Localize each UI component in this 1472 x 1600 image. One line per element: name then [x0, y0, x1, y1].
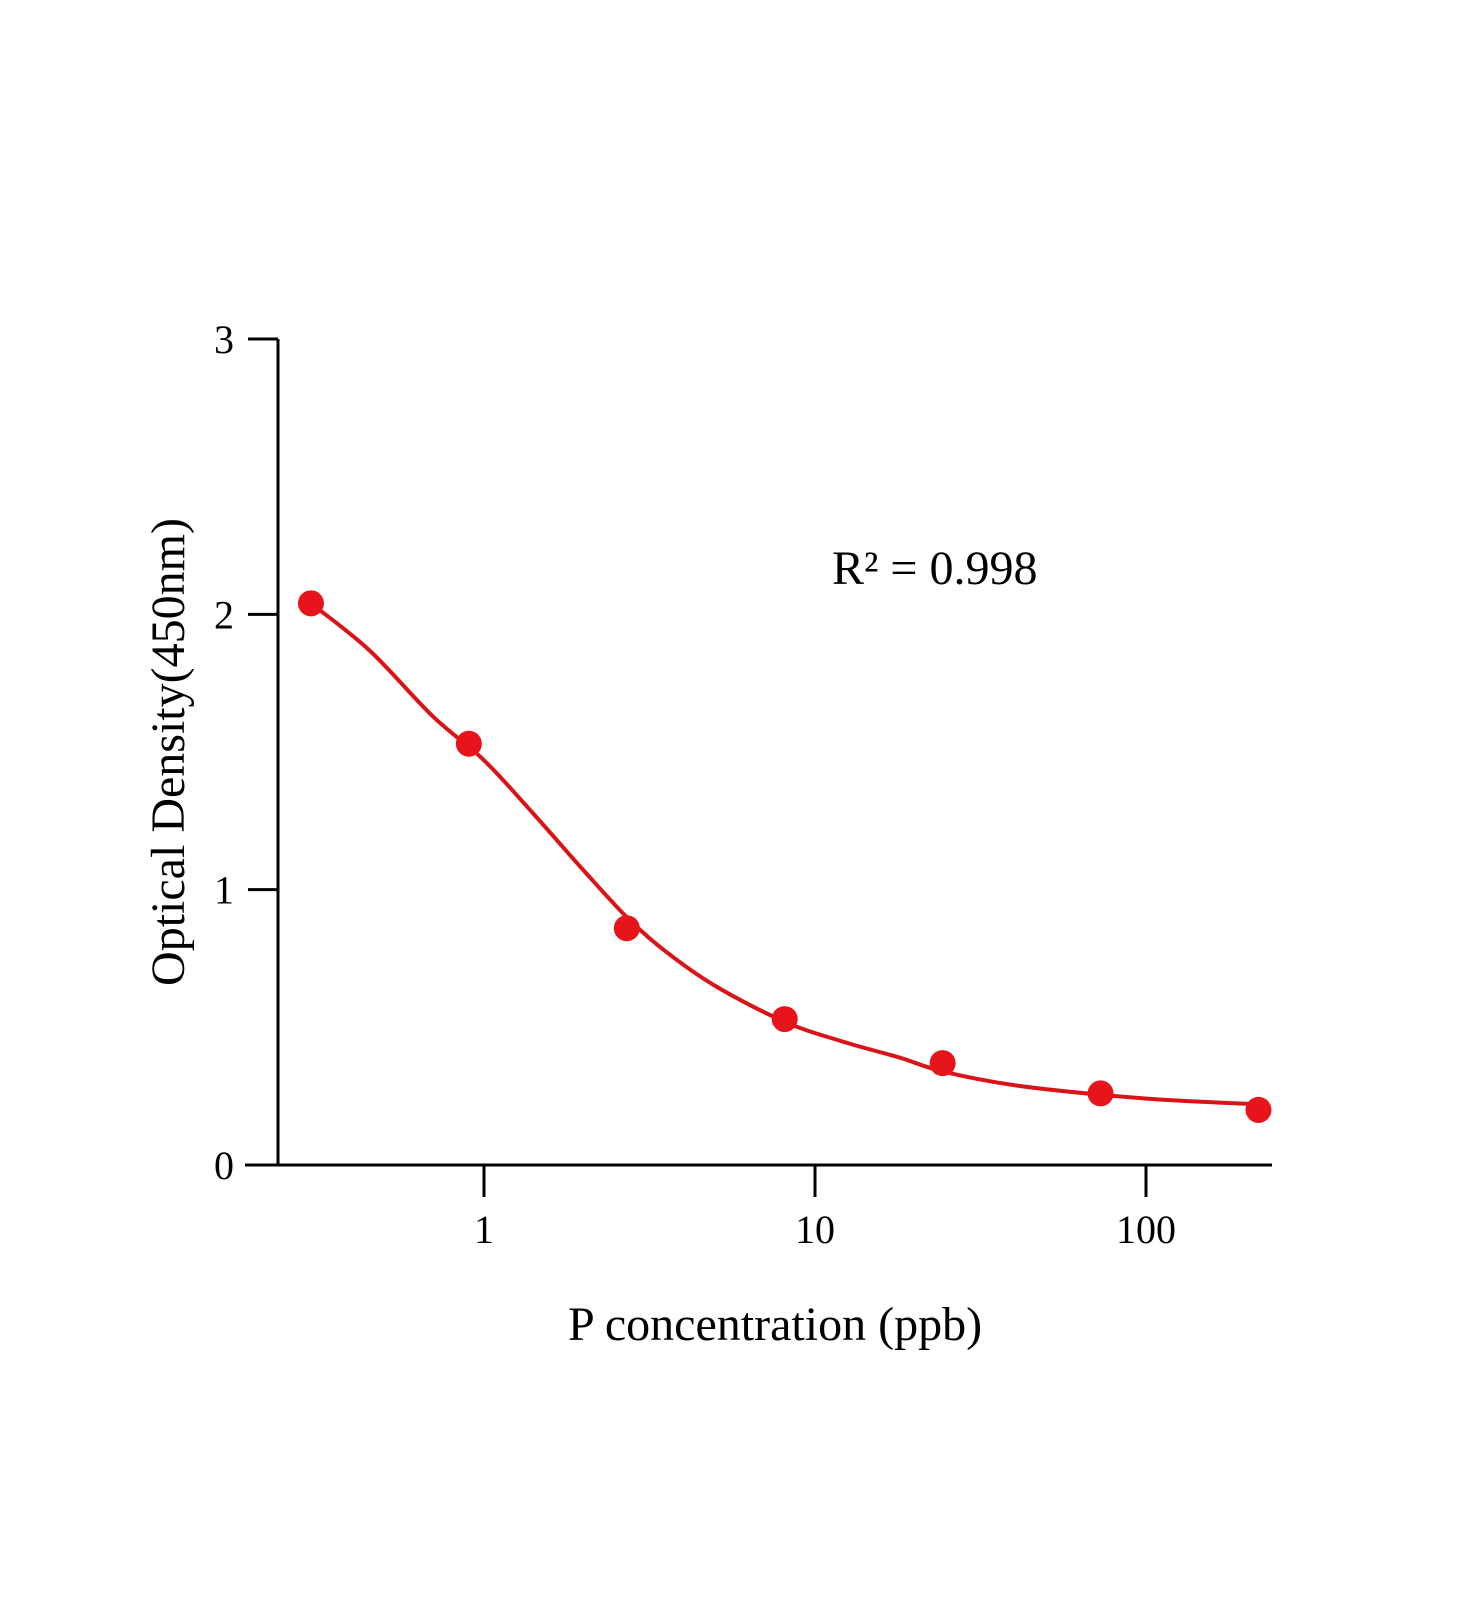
data-point	[929, 1050, 956, 1077]
y-tick-label: 2	[214, 592, 234, 637]
x-ticks: 1 10 100	[474, 1165, 1176, 1252]
y-tick-label: 1	[214, 868, 234, 913]
data-point	[1245, 1096, 1272, 1123]
data-point	[297, 590, 324, 617]
x-tick-label: 10	[795, 1207, 835, 1252]
series-layer	[297, 590, 1272, 1123]
x-tick-label: 100	[1116, 1207, 1176, 1252]
data-point	[455, 730, 482, 757]
y-axis-title: Optical Density(450nm)	[142, 518, 195, 986]
axes	[245, 339, 1272, 1167]
x-tick-label: 1	[474, 1207, 494, 1252]
data-point	[1087, 1080, 1114, 1107]
x-axis-title: P concentration (ppb)	[568, 1298, 982, 1351]
r-squared-annotation: R² = 0.998	[832, 542, 1037, 595]
data-point	[613, 915, 640, 942]
y-tick-label: 3	[214, 317, 234, 362]
data-point	[771, 1006, 798, 1033]
y-ticks: 0 1 2 3	[214, 317, 278, 1188]
y-tick-label: 0	[214, 1143, 234, 1188]
